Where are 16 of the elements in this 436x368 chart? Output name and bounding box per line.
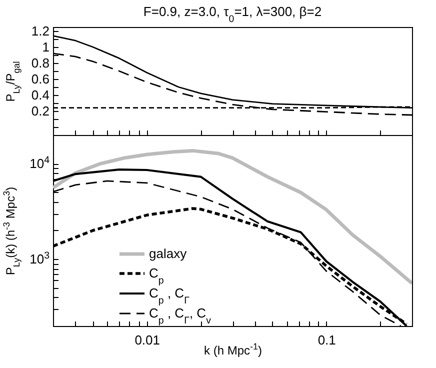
legend-label: galaxy xyxy=(149,246,188,261)
y-tick-label: 10$^{4}$ xyxy=(30,154,50,172)
legend-label: C$_{p}$ , C$_{Γ}$ xyxy=(149,286,190,306)
legend-label: C$_{p}$ xyxy=(149,266,164,286)
y-tick-label: 0.8 xyxy=(31,56,50,70)
y-tick-label: 1 xyxy=(42,40,50,54)
x-tick-label: 0.01 xyxy=(134,332,160,348)
x-tick-label: 0.1 xyxy=(318,332,336,348)
y-tick-label: 0.6 xyxy=(31,72,50,86)
y-tick-label: 1.2 xyxy=(31,24,50,38)
x-axis-title: k (h Mpc$^{-1}$) xyxy=(204,342,262,358)
legend-label: C$_{p}$ , C$_{Γ}$, C$_{v}$ xyxy=(149,306,212,326)
y-tick-label: 0.2 xyxy=(31,104,50,118)
y-tick-label: 10$^{3}$ xyxy=(30,250,50,267)
chart-title: F=0.9, z=3.0, τ$_{0}$=1, λ=300, β=2 xyxy=(143,4,322,24)
y-tick-label: 0.4 xyxy=(31,88,50,102)
